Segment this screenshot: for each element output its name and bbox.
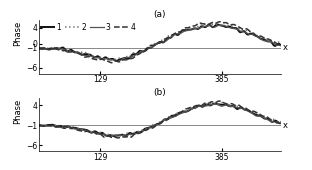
- Y-axis label: Phase: Phase: [13, 21, 22, 46]
- Legend: 1, 2, 3, 4: 1, 2, 3, 4: [40, 22, 136, 33]
- Text: (b): (b): [154, 88, 166, 97]
- Text: (a): (a): [154, 10, 166, 19]
- Text: x: x: [283, 43, 288, 52]
- Text: x: x: [283, 121, 288, 130]
- Y-axis label: Phase: Phase: [13, 99, 22, 124]
